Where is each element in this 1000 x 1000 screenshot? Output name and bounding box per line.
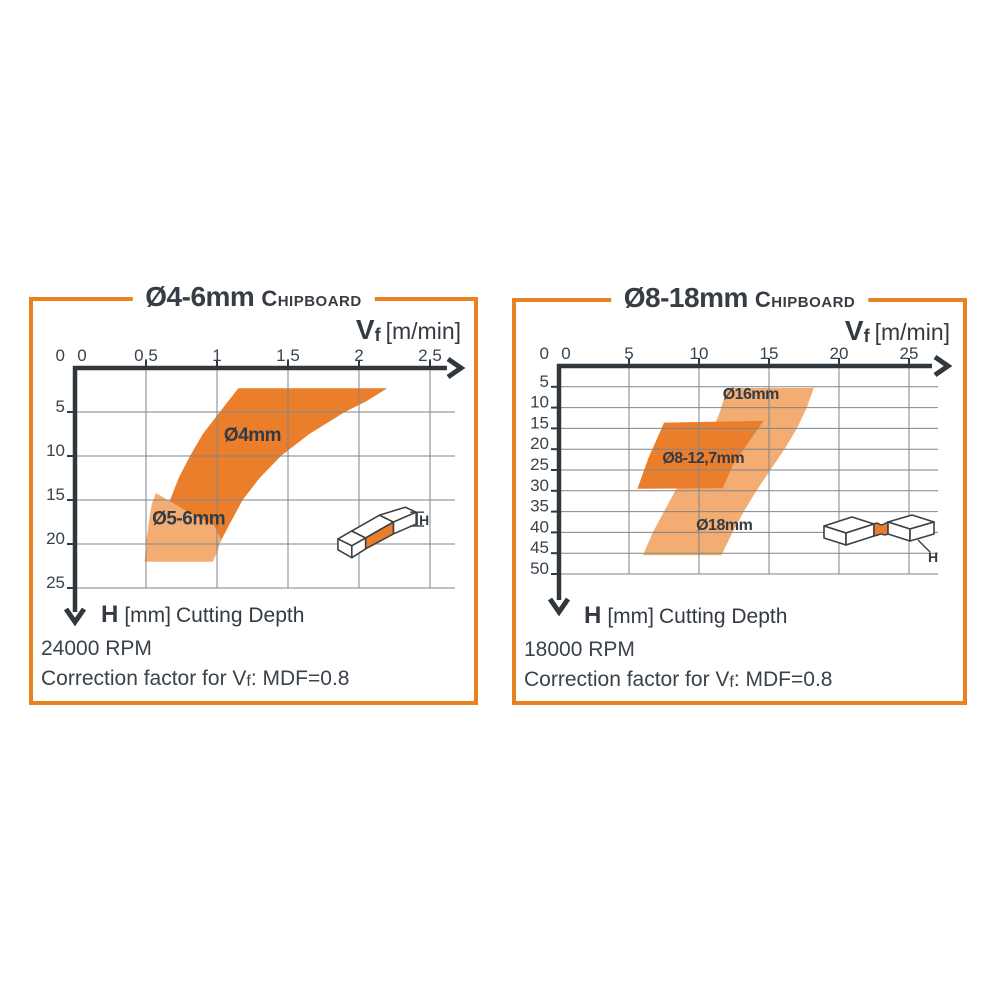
panel-title: Ø8-18mm Chipboard (610, 282, 869, 318)
correction-note: Correction factor for Vf: MDF=0.8 (524, 668, 832, 692)
y-tick-label: 10 (530, 393, 549, 412)
rpm-note: 18000 RPM (524, 638, 635, 661)
y-tick-label: 10 (46, 441, 65, 460)
vf-symbol: V (355, 314, 375, 345)
material-title: Chipboard (261, 286, 362, 311)
band-label: Ø16mm (723, 386, 779, 403)
y-tick-label: 0 (540, 344, 549, 363)
x-tick-label: 5 (624, 344, 633, 363)
x-tick-label: 0 (77, 346, 86, 365)
band-label: Ø5-6mm (152, 509, 225, 530)
x-tick-label: 1 (212, 346, 221, 365)
y-tick-label: 45 (530, 538, 549, 557)
x-tick-label: 0.5 (134, 346, 158, 365)
vf-subscript: f (374, 325, 381, 345)
correction-sub: f (729, 674, 734, 691)
band-dark (153, 388, 388, 562)
band-dark (637, 420, 764, 489)
band-label: Ø4mm (224, 425, 281, 446)
y-tick-label: 15 (46, 485, 65, 504)
workpiece-rabbet-icon: H (337, 506, 429, 559)
y-axis-arrow (63, 607, 87, 627)
joint-cut-face (873, 521, 889, 537)
correction-post: : MDF=0.8 (250, 667, 350, 690)
h-symbol: H (101, 601, 119, 628)
y-tick-label: 5 (540, 372, 549, 391)
x-axis-arrow (933, 354, 953, 378)
y-axis-arrow (547, 597, 571, 617)
vf-unit: [m/min] (874, 319, 950, 345)
y-tick-label: 40 (530, 517, 549, 536)
x-tick-label: 2.5 (418, 346, 442, 365)
y-tick-label: 5 (56, 397, 65, 416)
h-text: Cutting Depth (659, 605, 788, 628)
depth-bracket (410, 511, 425, 527)
correction-pre: Correction factor for V (41, 667, 247, 690)
h-text: Cutting Depth (176, 604, 305, 627)
y-tick-label: 0 (56, 346, 65, 365)
x-tick-label: 25 (900, 344, 919, 363)
band-label: Ø18mm (696, 517, 752, 534)
material-title: Chipboard (754, 287, 856, 312)
chart-panel-8-18mm: Ø8-18mm Chipboard Vf [m/min] Ø16mm Ø18mm Ø8-… (512, 283, 967, 705)
x-tick-label: 15 (760, 344, 779, 363)
y-tick-label: 35 (530, 497, 549, 516)
x-tick-label: 20 (830, 344, 849, 363)
correction-pre: Correction factor for V (524, 668, 730, 691)
y-tick-label: 20 (530, 434, 549, 453)
y-tick-label: 25 (530, 455, 549, 474)
h-unit: [mm] (124, 604, 171, 627)
x-axis-arrow (446, 356, 466, 380)
cut-face (364, 521, 395, 550)
vf-unit: [m/min] (385, 318, 461, 344)
y-tick-label: 25 (46, 573, 65, 592)
icon-depth-label: H (928, 549, 938, 565)
chart-panel-4-6mm: Ø4-6mm Chipboard Vf [m/min] Ø4mm Ø5-6mm 0 0.5… (29, 282, 478, 705)
y-tick-label: 30 (530, 476, 549, 495)
correction-note: Correction factor for Vf: MDF=0.8 (41, 667, 349, 691)
h-unit: [mm] (607, 605, 654, 628)
depth-leader-line (917, 539, 931, 553)
x-tick-label: 10 (690, 344, 709, 363)
icon-depth-label: H (419, 512, 429, 528)
h-symbol: H (584, 602, 602, 629)
workpiece-joint-icon: H (823, 514, 938, 565)
vf-symbol: V (844, 315, 864, 346)
panel-title: Ø4-6mm Chipboard (132, 281, 375, 317)
diameter-range-title: Ø4-6mm (145, 281, 255, 312)
x-axis-title: Vf [m/min] (845, 315, 950, 347)
correction-sub: f (246, 673, 251, 690)
y-tick-label: 20 (46, 529, 65, 548)
band-label: Ø8-12,7mm (662, 450, 744, 467)
y-axis-title: H [mm] Cutting Depth (584, 602, 787, 630)
rpm-note: 24000 RPM (41, 637, 152, 660)
diameter-range-title: Ø8-18mm (623, 282, 749, 313)
x-tick-label: 2 (354, 346, 363, 365)
y-tick-label: 15 (530, 413, 549, 432)
chart-plot: Ø4mm Ø5-6mm 0 0.5 1 1.5 2 2.5 0 5 10 15 20 25 (46, 346, 466, 627)
x-tick-label: 0 (561, 344, 570, 363)
x-tick-label: 1.5 (276, 346, 300, 365)
x-axis-title: Vf [m/min] (356, 314, 461, 346)
y-tick-label: 50 (530, 559, 549, 578)
correction-post: : MDF=0.8 (733, 668, 833, 691)
y-axis-title: H [mm] Cutting Depth (101, 601, 304, 629)
vf-subscript: f (863, 326, 870, 346)
